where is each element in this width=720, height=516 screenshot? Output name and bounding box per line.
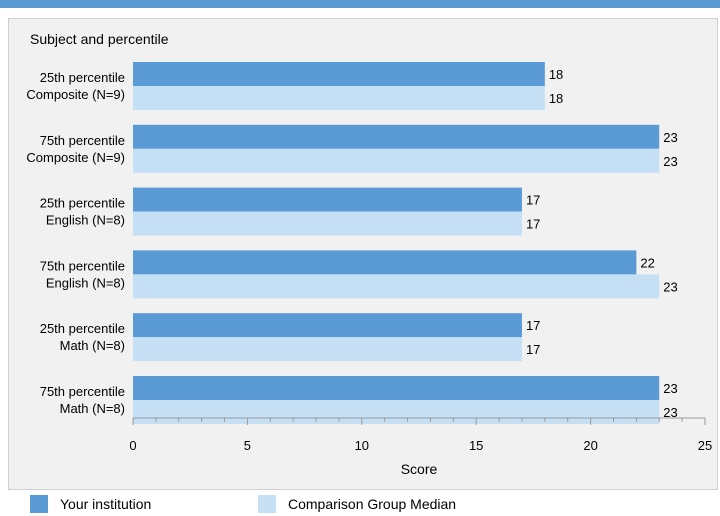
category-label: 25th percentile bbox=[40, 196, 125, 211]
legend-swatch-your-institution bbox=[30, 495, 48, 513]
bar bbox=[133, 337, 522, 362]
category-label: Math (N=8) bbox=[60, 338, 125, 353]
bar-value-label: 23 bbox=[663, 405, 677, 420]
bar-value-label: 23 bbox=[663, 279, 677, 294]
x-axis-label: Score bbox=[401, 461, 438, 477]
legend-item-comparison-group: Comparison Group Median bbox=[258, 494, 456, 514]
x-tick-label: 0 bbox=[129, 438, 136, 453]
category-labels: 25th percentile Composite (N=9) 75th perce… bbox=[26, 70, 125, 416]
bar-value-label: 18 bbox=[549, 67, 563, 82]
top-accent-bar bbox=[0, 0, 720, 8]
category-label: 25th percentile bbox=[40, 321, 125, 336]
category-label: Composite (N=9) bbox=[26, 150, 125, 165]
legend-label-your-institution: Your institution bbox=[60, 496, 152, 512]
bar-value-label: 23 bbox=[663, 381, 677, 396]
category-label: English (N=8) bbox=[46, 275, 125, 290]
bar-value-label: 22 bbox=[640, 255, 654, 270]
bar-value-label: 18 bbox=[549, 91, 563, 106]
legend-label-comparison-group: Comparison Group Median bbox=[288, 496, 457, 512]
bar-value-label: 17 bbox=[526, 342, 540, 357]
bar bbox=[133, 86, 545, 110]
bar bbox=[133, 250, 637, 275]
legend-swatch-comparison-group bbox=[258, 495, 276, 513]
bar bbox=[133, 211, 522, 236]
chart-title: Subject and percentile bbox=[30, 31, 169, 47]
x-tick-label: 25 bbox=[698, 438, 712, 453]
category-label: 25th percentile bbox=[40, 70, 125, 85]
bar bbox=[133, 274, 660, 299]
bars-layer: 18 18 23 23 17 17 22 23 17 17 23 23 bbox=[133, 62, 678, 424]
bar bbox=[133, 62, 545, 86]
category-label: Composite (N=9) bbox=[26, 87, 125, 102]
bar-value-label: 23 bbox=[663, 130, 677, 145]
bar-chart: Subject and percentile 18182323171722231… bbox=[26, 31, 712, 477]
legend-item-your-institution: Your institution bbox=[30, 494, 151, 514]
category-label: 75th percentile bbox=[40, 133, 125, 148]
x-tick-label: 20 bbox=[583, 438, 597, 453]
bar-value-label: 17 bbox=[526, 193, 540, 208]
bar bbox=[133, 400, 660, 424]
x-axis: 0 5 10 15 20 25 bbox=[129, 417, 712, 453]
x-tick-label: 10 bbox=[355, 438, 369, 453]
x-tick-label: 5 bbox=[244, 438, 251, 453]
bar bbox=[133, 376, 660, 400]
category-label: 75th percentile bbox=[40, 258, 125, 273]
bar bbox=[133, 148, 660, 173]
bar bbox=[133, 124, 660, 149]
legend: Your institution Comparison Group Median bbox=[0, 490, 720, 516]
category-label: 75th percentile bbox=[40, 384, 125, 399]
bar-value-label: 17 bbox=[526, 217, 540, 232]
category-label: English (N=8) bbox=[46, 213, 125, 228]
bar-value-label: 23 bbox=[663, 154, 677, 169]
bar bbox=[133, 313, 522, 338]
x-tick-label: 15 bbox=[469, 438, 483, 453]
bar bbox=[133, 187, 522, 212]
category-label: Math (N=8) bbox=[60, 401, 125, 416]
bar-value-label: 17 bbox=[526, 318, 540, 333]
